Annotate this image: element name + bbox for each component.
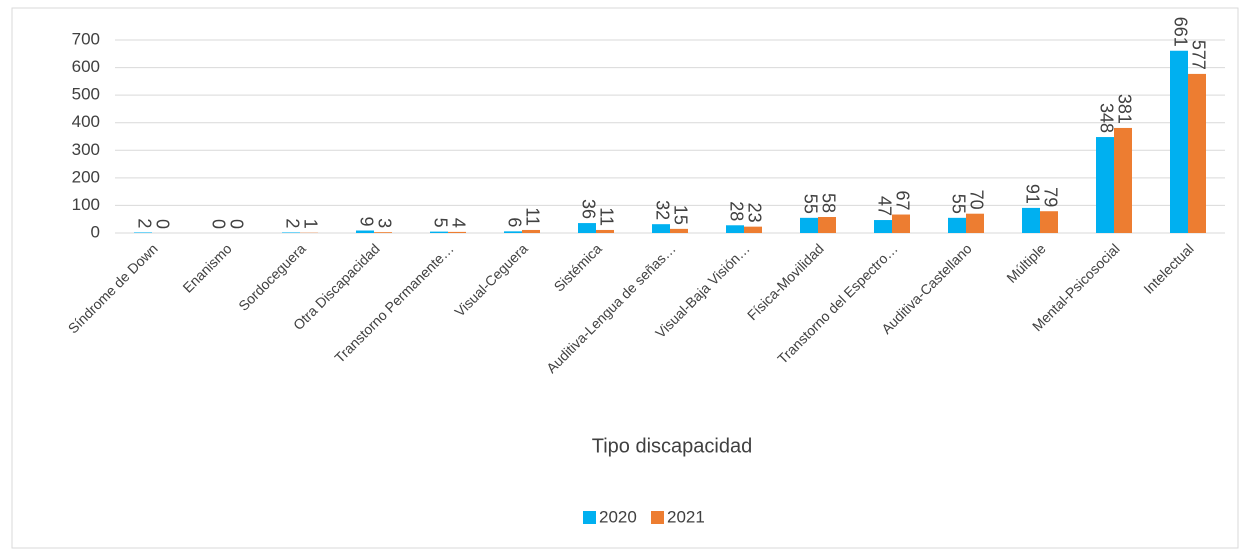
x-tick-label: Física-Movilidad xyxy=(744,240,827,323)
bar xyxy=(800,217,818,233)
bar xyxy=(596,229,614,233)
y-tick-label: 500 xyxy=(72,85,100,104)
x-tick-label: Sordoceguera xyxy=(235,240,309,314)
x-tick-label: Síndrome de Down xyxy=(65,240,161,336)
data-label: 381 xyxy=(1114,94,1134,124)
data-label: 23 xyxy=(744,203,764,223)
bar xyxy=(1096,137,1114,233)
bar xyxy=(356,230,374,233)
data-label: 11 xyxy=(596,207,616,226)
bar xyxy=(578,223,596,233)
x-tick-label: Enanismo xyxy=(179,240,234,295)
x-axis-title: Tipo discapacidad xyxy=(592,435,752,457)
y-tick-label: 400 xyxy=(72,112,100,131)
data-label: 0 xyxy=(226,219,246,229)
y-tick-label: 700 xyxy=(72,29,100,48)
data-label: 5 xyxy=(430,218,450,228)
bar xyxy=(1170,50,1188,234)
x-tick-label: Intelectual xyxy=(1140,240,1196,296)
data-label: 79 xyxy=(1040,187,1060,207)
data-label: 11 xyxy=(522,207,542,226)
y-tick-label: 100 xyxy=(72,195,100,214)
bar xyxy=(504,231,522,233)
data-label: 2 xyxy=(282,218,302,228)
data-label: 0 xyxy=(152,219,172,229)
x-tick-label: Visual-Ceguera xyxy=(451,240,531,320)
bar xyxy=(1114,127,1132,233)
x-tick-label: Transtorno Permanente… xyxy=(331,240,456,365)
bar xyxy=(948,217,966,233)
bar xyxy=(1188,73,1206,233)
bar xyxy=(652,224,670,233)
data-label: 67 xyxy=(892,190,912,210)
bar xyxy=(744,226,762,233)
x-tick-label: Auditiva-Lengua de señas… xyxy=(543,240,679,376)
data-label: 15 xyxy=(670,205,690,225)
data-label: 32 xyxy=(652,200,672,220)
legend-swatch xyxy=(583,511,596,524)
x-tick-label: Sistémica xyxy=(551,240,605,294)
bar xyxy=(374,232,392,233)
data-label: 0 xyxy=(208,219,228,229)
y-tick-label: 300 xyxy=(72,140,100,159)
y-tick-label: 200 xyxy=(72,167,100,186)
data-label: 58 xyxy=(818,193,838,213)
data-label: 9 xyxy=(356,217,376,227)
data-label: 91 xyxy=(1022,184,1042,204)
bar xyxy=(726,225,744,233)
data-label: 28 xyxy=(726,201,746,221)
y-tick-label: 0 xyxy=(91,222,100,241)
bar xyxy=(282,232,300,233)
bar xyxy=(818,217,836,233)
data-label: 577 xyxy=(1188,40,1208,70)
bar xyxy=(670,228,688,233)
data-label: 70 xyxy=(966,190,986,210)
data-label: 36 xyxy=(578,199,598,219)
bar xyxy=(892,214,910,233)
data-label: 2 xyxy=(134,218,154,228)
legend-swatch xyxy=(651,511,664,524)
chart-frame xyxy=(11,7,1239,549)
y-tick-label: 600 xyxy=(72,57,100,76)
x-tick-label: Transtorno del Espectro… xyxy=(774,240,900,366)
data-label: 4 xyxy=(448,218,468,228)
x-tick-label: Múltiple xyxy=(1003,240,1049,286)
legend-label: 2020 xyxy=(599,507,637,526)
data-label: 47 xyxy=(874,196,894,216)
data-label: 55 xyxy=(800,194,820,214)
data-label: 6 xyxy=(504,217,524,227)
bar xyxy=(1040,211,1058,233)
data-label: 661 xyxy=(1170,17,1190,47)
bar xyxy=(430,231,448,233)
bar xyxy=(522,229,540,233)
data-label: 55 xyxy=(948,194,968,214)
data-label: 348 xyxy=(1096,103,1116,133)
bar xyxy=(448,231,466,233)
data-label: 1 xyxy=(300,219,320,229)
bar xyxy=(966,213,984,233)
bar xyxy=(874,220,892,233)
data-label: 3 xyxy=(374,218,394,228)
legend-label: 2021 xyxy=(667,507,705,526)
bar xyxy=(134,232,152,233)
bar xyxy=(1022,207,1040,233)
